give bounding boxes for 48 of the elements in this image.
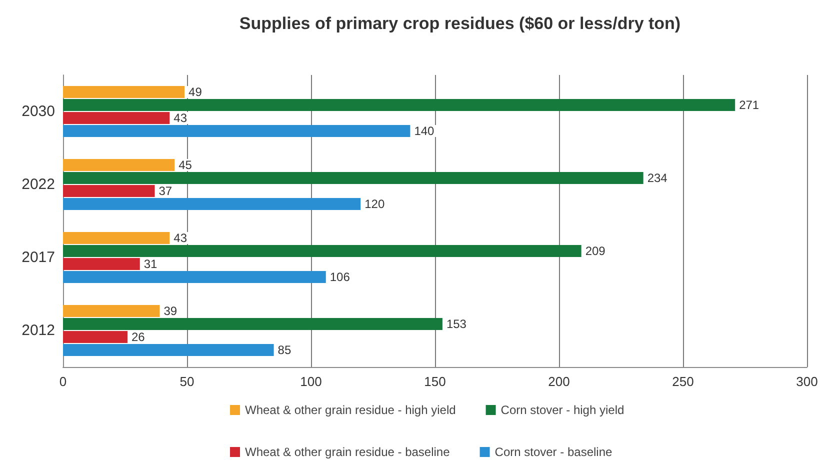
x-tick-label: 150	[424, 374, 446, 389]
bar	[63, 305, 160, 318]
data-label: 43	[174, 231, 188, 246]
x-tick-label: 200	[548, 374, 570, 389]
y-tick-label: 2012	[22, 322, 55, 339]
data-label: 209	[585, 244, 606, 258]
chart-title: Supplies of primary crop residues ($60 or less/dry ton)	[239, 14, 681, 33]
data-label: 120	[364, 196, 385, 211]
legend-label: Corn stover - baseline	[494, 445, 612, 459]
bar	[63, 245, 582, 258]
y-tick-label: 2030	[22, 103, 55, 120]
data-label: 234	[647, 171, 668, 186]
bar	[63, 112, 170, 124]
data-label: 271	[739, 98, 760, 112]
x-tick-label: 250	[672, 374, 694, 389]
data-label: 31	[144, 256, 158, 271]
bar	[63, 198, 361, 210]
bar	[63, 258, 140, 270]
data-label: 140	[414, 124, 435, 138]
bar	[63, 232, 170, 244]
bar	[63, 124, 410, 137]
x-tick-label: 0	[59, 374, 67, 389]
data-label: 45	[178, 158, 192, 172]
bar	[63, 184, 155, 197]
bar	[63, 99, 736, 112]
y-tick-label: 2017	[22, 249, 55, 266]
bar	[63, 172, 644, 184]
data-label: 37	[158, 184, 172, 198]
legend-label: Wheat & other grain residue - baseline	[245, 445, 450, 459]
x-tick-label: 300	[796, 374, 818, 389]
bar	[63, 330, 128, 343]
data-label: 106	[330, 270, 350, 284]
bar	[63, 318, 442, 330]
x-tick-label: 100	[300, 374, 322, 389]
bar	[63, 270, 326, 283]
x-tick-label: 50	[180, 374, 194, 389]
data-label: 26	[131, 330, 146, 344]
legend-label: Wheat & other grain residue - high yield	[245, 403, 456, 417]
data-label: 49	[188, 85, 202, 100]
legend-label: Corn stover - high yield	[500, 403, 624, 417]
data-label: 85	[278, 342, 292, 357]
bar	[63, 86, 185, 98]
bar	[63, 159, 175, 172]
bar	[63, 344, 274, 356]
data-label: 39	[164, 304, 178, 318]
data-label: 43	[174, 110, 188, 125]
data-label: 153	[446, 317, 467, 332]
y-tick-label: 2022	[22, 176, 55, 193]
